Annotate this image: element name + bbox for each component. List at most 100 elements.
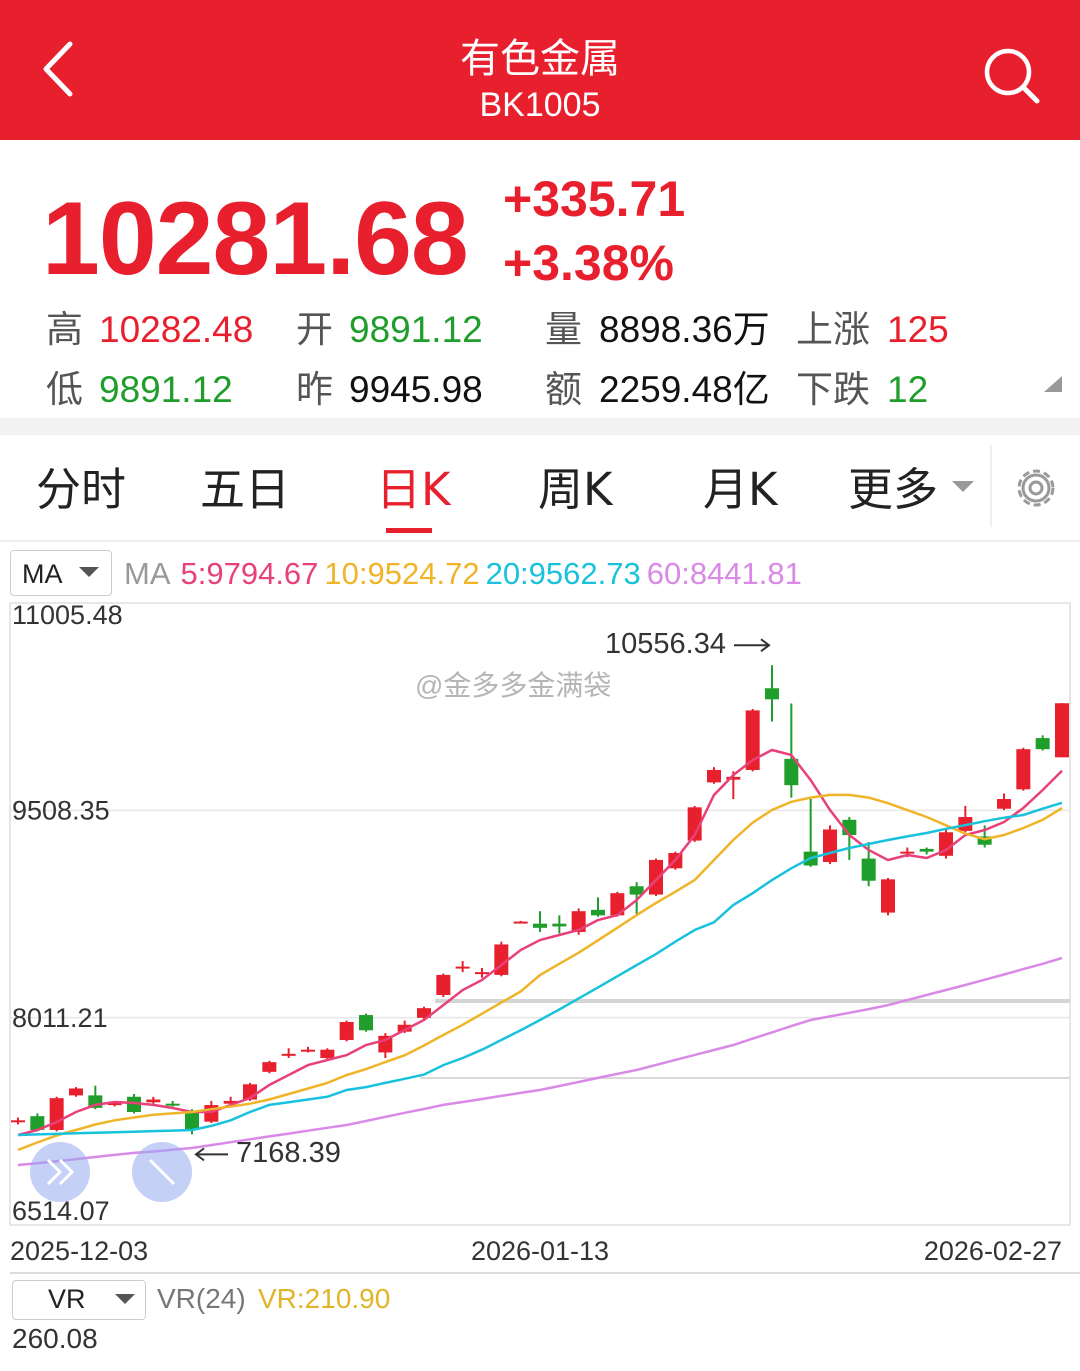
candle-body bbox=[687, 807, 702, 841]
vr-axis-label: 260.08 bbox=[12, 1323, 98, 1354]
stat-label: 开 bbox=[296, 308, 333, 351]
legend-entry: 10:9524.72 bbox=[324, 556, 480, 591]
stat-value: 9891.12 bbox=[349, 309, 483, 350]
candle-body bbox=[1016, 749, 1031, 790]
candle-body bbox=[107, 1103, 122, 1106]
max-label: 10556.34 bbox=[605, 628, 726, 660]
period-tab[interactable]: 分时 bbox=[36, 463, 127, 516]
candle-body bbox=[552, 923, 567, 927]
candle-body bbox=[475, 972, 489, 975]
page-title: 有色金属 bbox=[460, 36, 620, 82]
stat-label: 额 bbox=[545, 368, 582, 411]
legend-entry: 5:9794.67 bbox=[180, 556, 319, 591]
x-tick-label: 2026-02-27 bbox=[924, 1236, 1062, 1266]
expand-toggle[interactable] bbox=[1040, 374, 1064, 394]
indicator-dropdown[interactable] bbox=[10, 550, 112, 596]
candle-body bbox=[591, 909, 605, 916]
section-divider bbox=[0, 418, 1080, 435]
candle-body bbox=[881, 879, 895, 913]
max-arrow-head bbox=[760, 638, 771, 652]
stat-value: 125 bbox=[887, 309, 949, 350]
min-label: 7168.39 bbox=[236, 1137, 341, 1169]
vr-dropdown[interactable] bbox=[12, 1280, 146, 1320]
candle-body bbox=[533, 923, 547, 928]
stat-value: 9945.98 bbox=[349, 369, 483, 410]
price-change: +335.71 bbox=[503, 171, 686, 227]
stat-value: 2259.48亿 bbox=[599, 369, 770, 410]
legend: MA 5:9794.67 10:9524.72 20:9562.73 60:8441.… bbox=[124, 552, 808, 596]
search-button[interactable] bbox=[980, 44, 1046, 106]
settings-button[interactable] bbox=[1010, 462, 1062, 514]
period-tab[interactable]: 五日 bbox=[200, 463, 291, 516]
back-button[interactable] bbox=[38, 40, 78, 98]
button-icon bbox=[46, 1158, 63, 1186]
candle-body bbox=[900, 851, 915, 854]
tab-bottom-line bbox=[0, 540, 1080, 542]
candle-body bbox=[919, 848, 934, 852]
ma-line bbox=[17, 956, 1063, 1167]
vr-value: VR:210.90 bbox=[258, 1283, 391, 1314]
candle-body bbox=[185, 1110, 199, 1131]
y-tick-label: 11005.48 bbox=[12, 600, 123, 630]
candle-body bbox=[436, 974, 451, 995]
candle-body bbox=[146, 1099, 161, 1103]
stat-label: 昨 bbox=[296, 368, 333, 411]
stat-value: 9891.12 bbox=[99, 369, 233, 410]
period-tab[interactable]: 日K bbox=[376, 463, 451, 516]
candle-body bbox=[784, 758, 799, 786]
period-tab[interactable]: 月K bbox=[703, 463, 778, 516]
stat-label: 下跌 bbox=[796, 368, 870, 411]
candle-body bbox=[223, 1100, 238, 1104]
candle-body bbox=[455, 966, 470, 969]
last-price: 10281.68 bbox=[42, 181, 469, 297]
candle-body bbox=[127, 1096, 141, 1113]
candle-body bbox=[726, 776, 741, 780]
candle-body bbox=[397, 1024, 412, 1032]
button-icon bbox=[58, 1158, 75, 1186]
stat-value: 10282.48 bbox=[99, 309, 254, 350]
period-tab[interactable]: 周K bbox=[538, 463, 613, 516]
stat-label: 上涨 bbox=[796, 308, 870, 351]
header-bar bbox=[0, 0, 1080, 140]
candle-body bbox=[30, 1116, 45, 1131]
candle-body bbox=[997, 799, 1011, 809]
candle-body bbox=[417, 1008, 431, 1018]
candle-body bbox=[823, 829, 837, 863]
panel-divider bbox=[10, 1272, 1080, 1274]
candle-body bbox=[765, 688, 779, 700]
period-tab[interactable]: 更多 bbox=[848, 463, 939, 516]
more-caret bbox=[952, 481, 974, 492]
candle-body bbox=[11, 1120, 25, 1123]
indicator-dropdown-label: MA bbox=[22, 559, 63, 589]
candle-body bbox=[571, 911, 586, 932]
button-icon bbox=[148, 1158, 176, 1186]
candle-body bbox=[281, 1053, 296, 1056]
candle-body bbox=[301, 1049, 315, 1052]
min-arrow-head bbox=[194, 1147, 205, 1162]
candle-body bbox=[745, 710, 760, 770]
stat-label: 量 bbox=[545, 308, 582, 351]
legend-entry: 20:9562.73 bbox=[485, 556, 641, 591]
tab-separator bbox=[990, 445, 992, 527]
legend-entry: 60:8441.81 bbox=[646, 556, 802, 591]
candle-body bbox=[165, 1103, 180, 1106]
indicator-label: MA bbox=[124, 556, 171, 591]
ma-line bbox=[17, 793, 1063, 1152]
y-tick-label: 9508.35 bbox=[12, 795, 110, 825]
candle-body bbox=[339, 1021, 354, 1040]
x-tick-label: 2025-12-03 bbox=[10, 1236, 148, 1266]
candle-body bbox=[649, 859, 663, 895]
candle-body bbox=[359, 1015, 373, 1031]
stat-label: 低 bbox=[46, 368, 83, 411]
dropdown-caret bbox=[79, 567, 99, 577]
candle-body bbox=[861, 858, 876, 881]
candle-body bbox=[1035, 738, 1050, 750]
vr-dropdown-label: VR bbox=[48, 1284, 86, 1314]
candle-body bbox=[1055, 703, 1069, 758]
candle-body bbox=[707, 769, 721, 783]
percent-change: +3.38% bbox=[503, 235, 674, 291]
watermark: @金多多金满袋 bbox=[415, 670, 612, 701]
y-tick-label: 8011.21 bbox=[12, 1003, 108, 1033]
